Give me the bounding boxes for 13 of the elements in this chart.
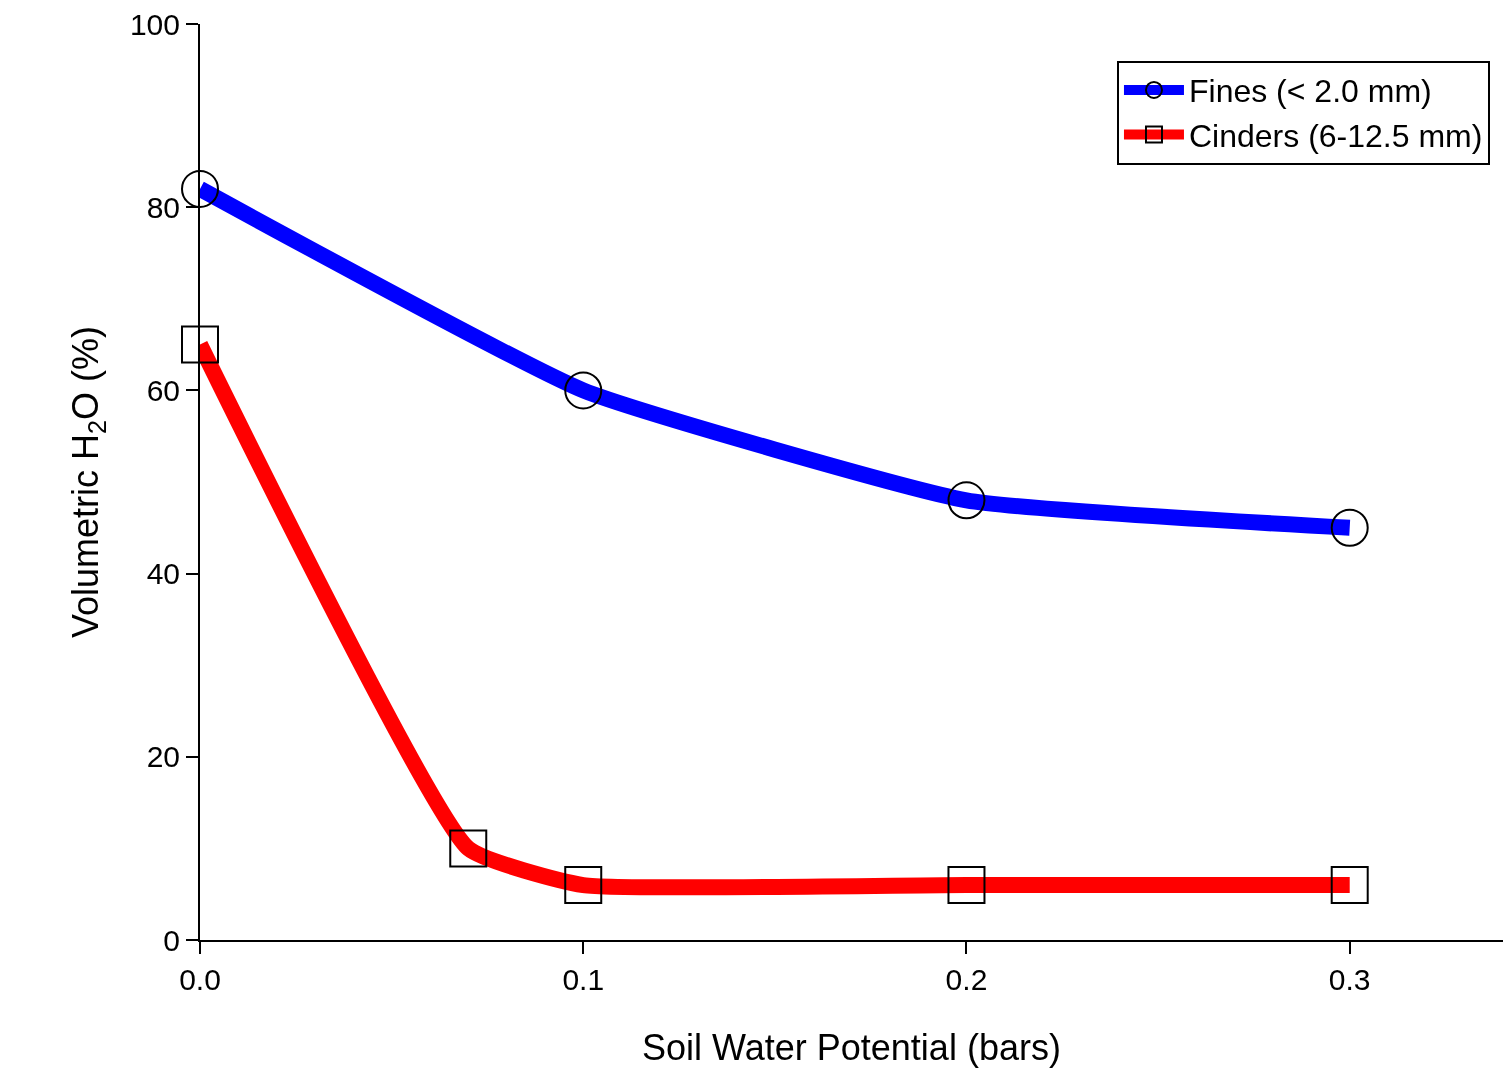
x-tick-label: 0.1 — [562, 963, 605, 996]
y-tick-label: 0 — [163, 923, 180, 957]
y-tick-label: 80 — [146, 190, 180, 224]
x-axis-title: Soil Water Potential (bars) — [642, 1027, 1061, 1069]
y-tick-label: 60 — [146, 373, 180, 407]
x-tick-label: 0.2 — [945, 963, 988, 996]
legend-label: Cinders (6-12.5 mm) — [1188, 118, 1483, 155]
legend-label: Fines (< 2.0 mm) — [1188, 73, 1432, 110]
y-tick-label: 20 — [146, 740, 180, 774]
y-tick-label: 100 — [129, 7, 180, 41]
x-tick-label: 0.0 — [179, 963, 221, 996]
x-tick-label: 0.3 — [1328, 963, 1371, 996]
y-tick-label: 40 — [146, 557, 180, 591]
